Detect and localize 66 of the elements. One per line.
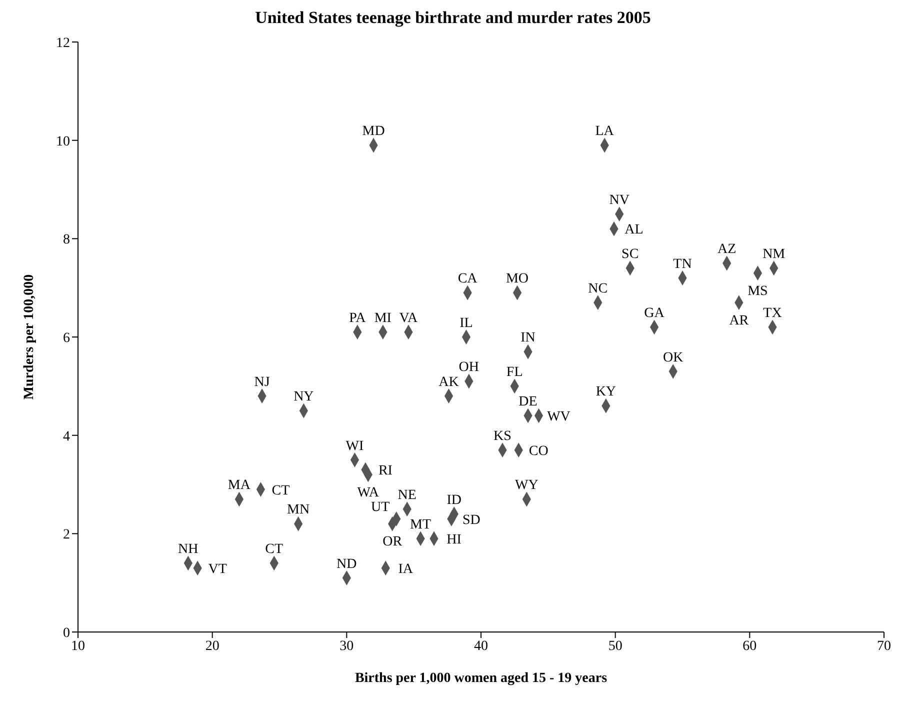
annotation: SC [622,247,639,262]
annotation: TX [763,306,782,322]
annotation: VT [208,562,228,577]
annotation: AK [438,374,459,390]
annotation: SD [462,512,480,528]
annotation: NE [398,488,416,503]
annotation: VA [399,310,419,326]
annotation: AR [729,313,750,328]
annotation: CT [265,542,284,558]
annotation: CA [458,272,478,287]
annotation: WY [515,478,538,494]
annotation: NJ [254,374,270,390]
annotation: IL [460,316,473,331]
annotation: NM [762,247,786,262]
annotation: ND [336,556,357,572]
y-tick-label: 8 [63,232,70,248]
annotation: OK [662,350,684,366]
y-axis-title: Murders per 100,000 [22,274,37,400]
annotation: MO [506,272,529,287]
x-tick-label: 70 [877,638,891,654]
annotation: OH [458,360,480,376]
y-tick-label: 6 [63,330,70,346]
annotation: NV [609,192,630,208]
x-tick-label: 60 [742,638,757,654]
annotation: AZ [717,242,736,258]
annotation: KY [596,384,616,400]
annotation: TN [673,256,692,272]
y-tick-label: 10 [56,134,70,150]
annotation: NY [294,390,314,405]
annotation: DE [518,394,538,410]
annotation: MS [748,284,768,299]
annotation: PA [349,310,367,326]
x-tick-label: 30 [340,638,354,654]
annotation: MT [410,517,432,532]
annotation: WV [547,410,570,425]
annotation: MA [228,478,252,494]
annotation: MN [287,502,310,518]
chart-title: United States teenage birthrate and murder rates 2005 [254,8,652,28]
annotation: WI [346,438,364,454]
annotation: ID [446,492,462,508]
annotation: HI [446,532,462,548]
annotation: GA [644,306,666,322]
y-tick-label: 4 [63,429,70,444]
y-tick-label: 2 [63,528,70,543]
annotation: CT [272,483,290,498]
annotation: MD [362,124,385,140]
annotation: OR [382,534,403,550]
x-tick-label: 20 [205,638,220,654]
x-axis-title: Births per 1,000 women aged 15 - 19 years [354,671,608,686]
annotation: IN [520,330,536,346]
annotation: NC [588,281,608,296]
annotation: NH [178,542,198,558]
annotation: WA [357,486,380,501]
annotation: FL [506,365,523,380]
annotation: RI [378,464,393,479]
y-tick-label: 0 [63,626,70,641]
annotation: LA [595,124,615,140]
annotation: AL [624,222,644,238]
annotation: UT [371,500,390,515]
annotation: CO [528,444,548,459]
annotation: KS [494,428,512,444]
x-tick-label: 40 [474,638,488,654]
x-tick-label: 50 [608,638,622,654]
annotation: MI [374,310,392,326]
y-tick-label: 12 [56,36,70,51]
annotation: IA [398,562,414,577]
